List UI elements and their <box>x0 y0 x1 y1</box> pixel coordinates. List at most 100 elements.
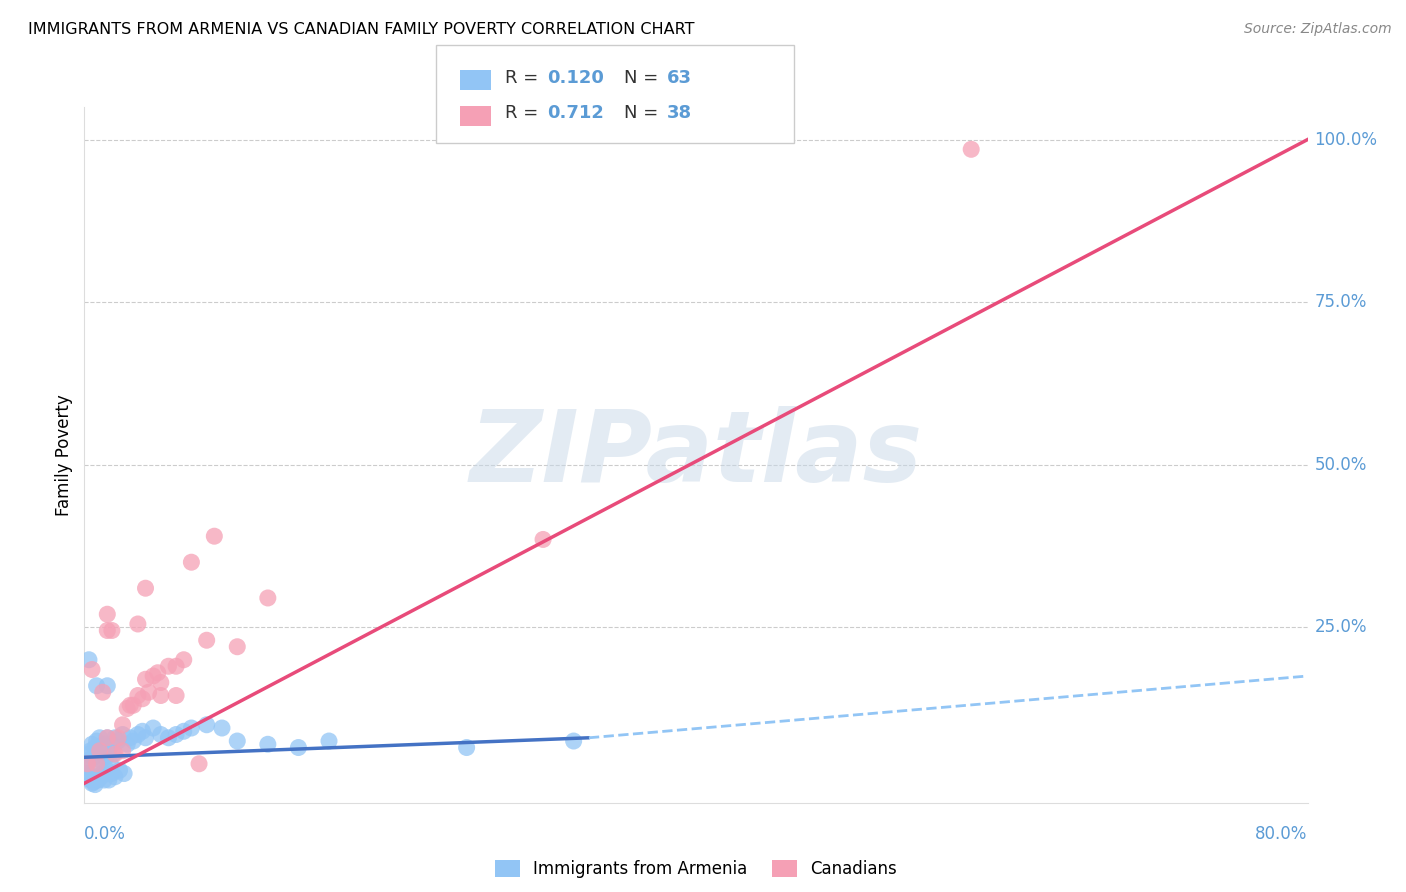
Point <box>101 737 124 751</box>
Point <box>89 744 111 758</box>
Point <box>96 607 118 622</box>
Point <box>157 659 180 673</box>
Point <box>104 747 127 761</box>
Point <box>80 737 103 751</box>
Point <box>90 754 112 768</box>
Legend: Immigrants from Armenia, Canadians: Immigrants from Armenia, Canadians <box>495 860 897 878</box>
Text: ZIPatlas: ZIPatlas <box>470 407 922 503</box>
Point <box>101 766 124 780</box>
Text: 0.120: 0.120 <box>547 70 603 87</box>
Point <box>107 731 129 745</box>
Text: 0.0%: 0.0% <box>84 825 127 843</box>
Point <box>149 675 172 690</box>
Point <box>157 731 180 745</box>
Y-axis label: Family Poverty: Family Poverty <box>55 394 73 516</box>
Point <box>180 721 202 735</box>
Point <box>89 731 111 745</box>
Point <box>127 617 149 632</box>
Point <box>173 653 195 667</box>
Point <box>83 775 105 789</box>
Point <box>111 744 134 758</box>
Point <box>180 555 202 569</box>
Point <box>77 770 100 784</box>
Point <box>96 624 118 638</box>
Point <box>318 734 340 748</box>
Point <box>135 581 157 595</box>
Point <box>76 756 98 771</box>
Point <box>94 750 117 764</box>
Point <box>93 772 115 787</box>
Text: 75.0%: 75.0% <box>1315 293 1367 311</box>
Text: 50.0%: 50.0% <box>1315 456 1367 474</box>
Point <box>195 718 218 732</box>
Point <box>287 740 309 755</box>
Point <box>195 633 218 648</box>
Text: R =: R = <box>505 104 544 122</box>
Point <box>96 731 118 745</box>
Text: 80.0%: 80.0% <box>1256 825 1308 843</box>
Point <box>77 653 100 667</box>
Point <box>165 659 187 673</box>
Point <box>83 750 105 764</box>
Point <box>79 744 101 758</box>
Point <box>115 737 138 751</box>
Point <box>226 640 249 654</box>
Point <box>257 737 280 751</box>
Point <box>86 734 108 748</box>
Point <box>149 689 172 703</box>
Text: 0.712: 0.712 <box>547 104 603 122</box>
Point <box>135 672 157 686</box>
Point <box>226 734 249 748</box>
Point <box>103 747 125 761</box>
Point <box>149 727 172 741</box>
Point <box>111 718 134 732</box>
Point <box>202 529 225 543</box>
Point <box>87 772 110 787</box>
Point <box>960 142 983 156</box>
Text: IMMIGRANTS FROM ARMENIA VS CANADIAN FAMILY POVERTY CORRELATION CHART: IMMIGRANTS FROM ARMENIA VS CANADIAN FAMI… <box>28 22 695 37</box>
Point <box>108 764 131 778</box>
Point <box>80 776 103 790</box>
Point <box>111 727 134 741</box>
Point <box>135 731 157 745</box>
Point <box>165 727 187 741</box>
Point <box>138 685 160 699</box>
Point <box>96 679 118 693</box>
Point <box>76 766 98 780</box>
Point <box>76 754 98 768</box>
Point <box>91 766 114 780</box>
Point <box>96 764 118 778</box>
Point <box>84 740 107 755</box>
Point <box>115 701 138 715</box>
Point <box>77 747 100 761</box>
Point <box>531 533 554 547</box>
Point <box>97 744 120 758</box>
Point <box>104 731 127 745</box>
Text: N =: N = <box>624 104 664 122</box>
Text: R =: R = <box>505 70 544 87</box>
Point <box>112 766 135 780</box>
Point <box>98 756 121 771</box>
Text: N =: N = <box>624 70 664 87</box>
Point <box>122 734 145 748</box>
Point <box>80 663 103 677</box>
Point <box>131 724 153 739</box>
Point <box>86 756 108 771</box>
Point <box>86 770 108 784</box>
Point <box>107 734 129 748</box>
Point <box>165 689 187 703</box>
Point <box>173 724 195 739</box>
Text: 63: 63 <box>666 70 692 87</box>
Text: 38: 38 <box>666 104 692 122</box>
Point <box>87 747 110 761</box>
Point <box>91 685 114 699</box>
Point <box>89 764 111 778</box>
Text: 25.0%: 25.0% <box>1315 618 1367 636</box>
Point <box>90 770 112 784</box>
Point <box>93 737 115 751</box>
Point <box>120 731 142 745</box>
Point <box>120 698 142 713</box>
Point <box>456 740 478 755</box>
Point <box>79 772 101 787</box>
Point <box>122 698 145 713</box>
